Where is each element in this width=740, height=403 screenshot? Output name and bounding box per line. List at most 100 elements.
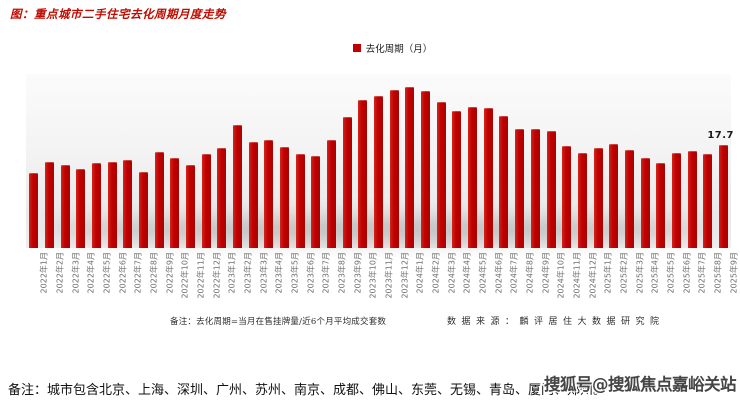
bar-2022年12月 [201,154,211,248]
x-label-2025年4月: 2025年4月 [650,252,660,294]
bar-column [606,74,622,248]
chart-title: 图：重点城市二手住宅去化周期月度走势 [10,7,226,21]
x-label-2025年3月: 2025年3月 [635,252,645,294]
plot-area: 17.7 [26,74,734,248]
bar-2022年6月 [107,162,117,248]
bar-2025年2月 [609,143,619,248]
x-label-2023年5月: 2023年5月 [290,252,300,294]
x-axis-labels: 2022年1月 2022年2月 2022年3月 2022年4月 2022年5月 2022年… [26,250,739,312]
bar-2025年4月 [640,157,650,248]
bar-2024年8月 [515,128,525,248]
bar-2023年2月 [233,124,243,248]
bar-2022年2月 [45,161,54,248]
x-label-2024年4月: 2024年4月 [462,252,472,294]
bar-2022年10月 [170,158,180,248]
bar-2025年8月 [703,153,713,248]
x-label-2023年11月: 2023年11月 [384,252,394,299]
bar-2025年9月 [718,145,728,248]
x-label-2024年12月: 2024年12月 [588,252,598,299]
x-label-2023年3月: 2023年3月 [259,252,269,294]
bar-2024年7月 [499,115,509,248]
bar-column [183,74,199,248]
x-label-2023年12月: 2023年12月 [400,252,410,299]
bar-column [57,74,73,248]
x-label-2024年6月: 2024年6月 [494,252,504,294]
bar-2024年12月 [577,152,587,248]
bar-column [559,74,575,248]
x-label-2022年6月: 2022年6月 [118,252,128,294]
x-label-2023年6月: 2023年6月 [306,252,316,294]
x-label-2025年5月: 2025年5月 [666,252,676,294]
bar-2023年12月 [389,90,399,248]
bar-column [167,74,183,248]
bottom-city-note: 备注：城市包含北京、上海、深圳、广州、苏州、南京、成都、佛山、东莞、无锡、青岛、… [8,383,607,398]
x-label-2022年5月: 2022年5月 [102,252,112,294]
bar-2023年7月 [311,155,321,248]
x-label-2024年11月: 2024年11月 [572,252,582,299]
bar-column [433,74,449,248]
bar-column [465,74,481,248]
last-bar-value-label: 17.7 [707,130,734,142]
legend: 去化周期（月） [40,41,740,55]
bar-column [42,74,58,248]
bar-column [512,74,528,248]
bar-column [230,74,246,248]
bar-2023年5月 [280,146,290,248]
bar-2024年6月 [483,108,493,248]
x-label-2024年8月: 2024年8月 [525,252,535,294]
x-label-2025年8月: 2025年8月 [713,252,723,294]
bar-column [198,74,214,248]
bar-column [653,74,669,248]
bar-column [622,74,638,248]
bar-column [637,74,653,248]
note-formula: 备注：去化周期=当月在售挂牌量/近6个月平均成交套数 [170,317,387,327]
bar-column [245,74,261,248]
bar-column [418,74,434,248]
bar-2023年4月 [264,139,274,248]
bar-column [700,74,716,248]
x-label-2024年2月: 2024年2月 [431,252,441,294]
bar-column [480,74,496,248]
bar-column [104,74,120,248]
bar-column [402,74,418,248]
note-data-source: 数据来源：麟评居住大数据研究院 [447,317,665,327]
x-label-2022年2月: 2022年2月 [55,252,65,294]
bar-2023年1月 [217,148,227,248]
x-label-2023年1月: 2023年1月 [227,252,237,294]
bar-column [355,74,371,248]
x-label-2023年2月: 2023年2月 [243,252,253,294]
legend-label: 去化周期（月） [365,44,433,55]
x-label-2022年11月: 2022年11月 [196,252,206,299]
bar-column [339,74,355,248]
bar-column [590,74,606,248]
bar-2024年11月 [562,145,572,248]
bar-2024年2月 [421,91,431,248]
bar-2022年1月 [29,173,39,248]
bar-column [89,74,105,248]
plot-bars [26,74,731,248]
x-label-2023年10月: 2023年10月 [368,252,378,299]
bar-2025年5月 [656,162,666,248]
bar-2024年4月 [452,111,462,248]
bar-2022年8月 [139,172,149,248]
bar-column [386,74,402,248]
x-label-2022年1月: 2022年1月 [39,252,49,294]
bar-column [214,74,230,248]
bar-2024年1月 [405,87,415,248]
bar-column [151,74,167,248]
x-label-2022年10月: 2022年10月 [180,252,190,299]
x-label-2022年3月: 2022年3月 [71,252,81,294]
x-label-2022年4月: 2022年4月 [86,252,96,294]
bar-2023年6月 [295,154,305,248]
bar-2024年10月 [546,131,556,248]
bar-column [449,74,465,248]
x-label-2023年9月: 2023年9月 [353,252,363,294]
x-label-2023年8月: 2023年8月 [337,252,347,294]
watermark-text: 搜狐号@搜狐焦点嘉峪关站 [544,375,737,394]
bar-column [543,74,559,248]
bar-column [73,74,89,248]
x-label-2023年4月: 2023年4月 [274,252,284,294]
bar-2025年7月 [687,150,697,248]
x-label-2025年7月: 2025年7月 [697,252,707,294]
bar-column [261,74,277,248]
